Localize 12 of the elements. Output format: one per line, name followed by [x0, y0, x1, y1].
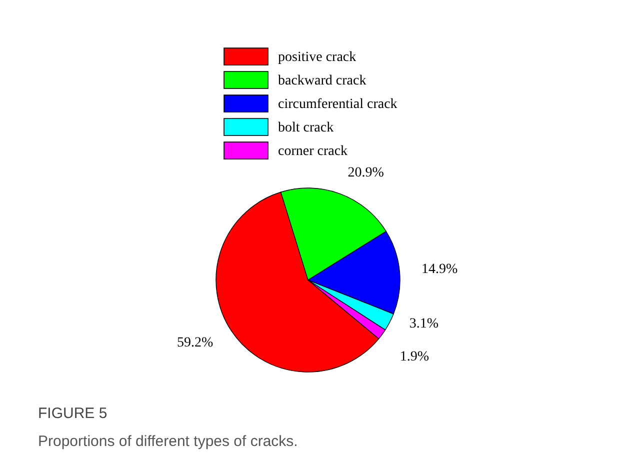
- data-label: 59.2%: [177, 336, 214, 351]
- legend-label: corner crack: [278, 144, 348, 159]
- legend-label: bolt crack: [278, 120, 334, 136]
- legend-label: circumferential crack: [278, 97, 398, 112]
- caption: FIGURE 5: [38, 405, 108, 422]
- data-label: 1.9%: [400, 350, 430, 365]
- legend-label: backward crack: [278, 74, 366, 88]
- data-label: 20.9%: [348, 165, 384, 180]
- text: Proportions of different types of cracks.: [38, 433, 298, 450]
- data-label: 3.1%: [409, 316, 439, 332]
- legend-label: positive crack: [278, 50, 356, 65]
- data-label: 14.9%: [422, 262, 458, 278]
